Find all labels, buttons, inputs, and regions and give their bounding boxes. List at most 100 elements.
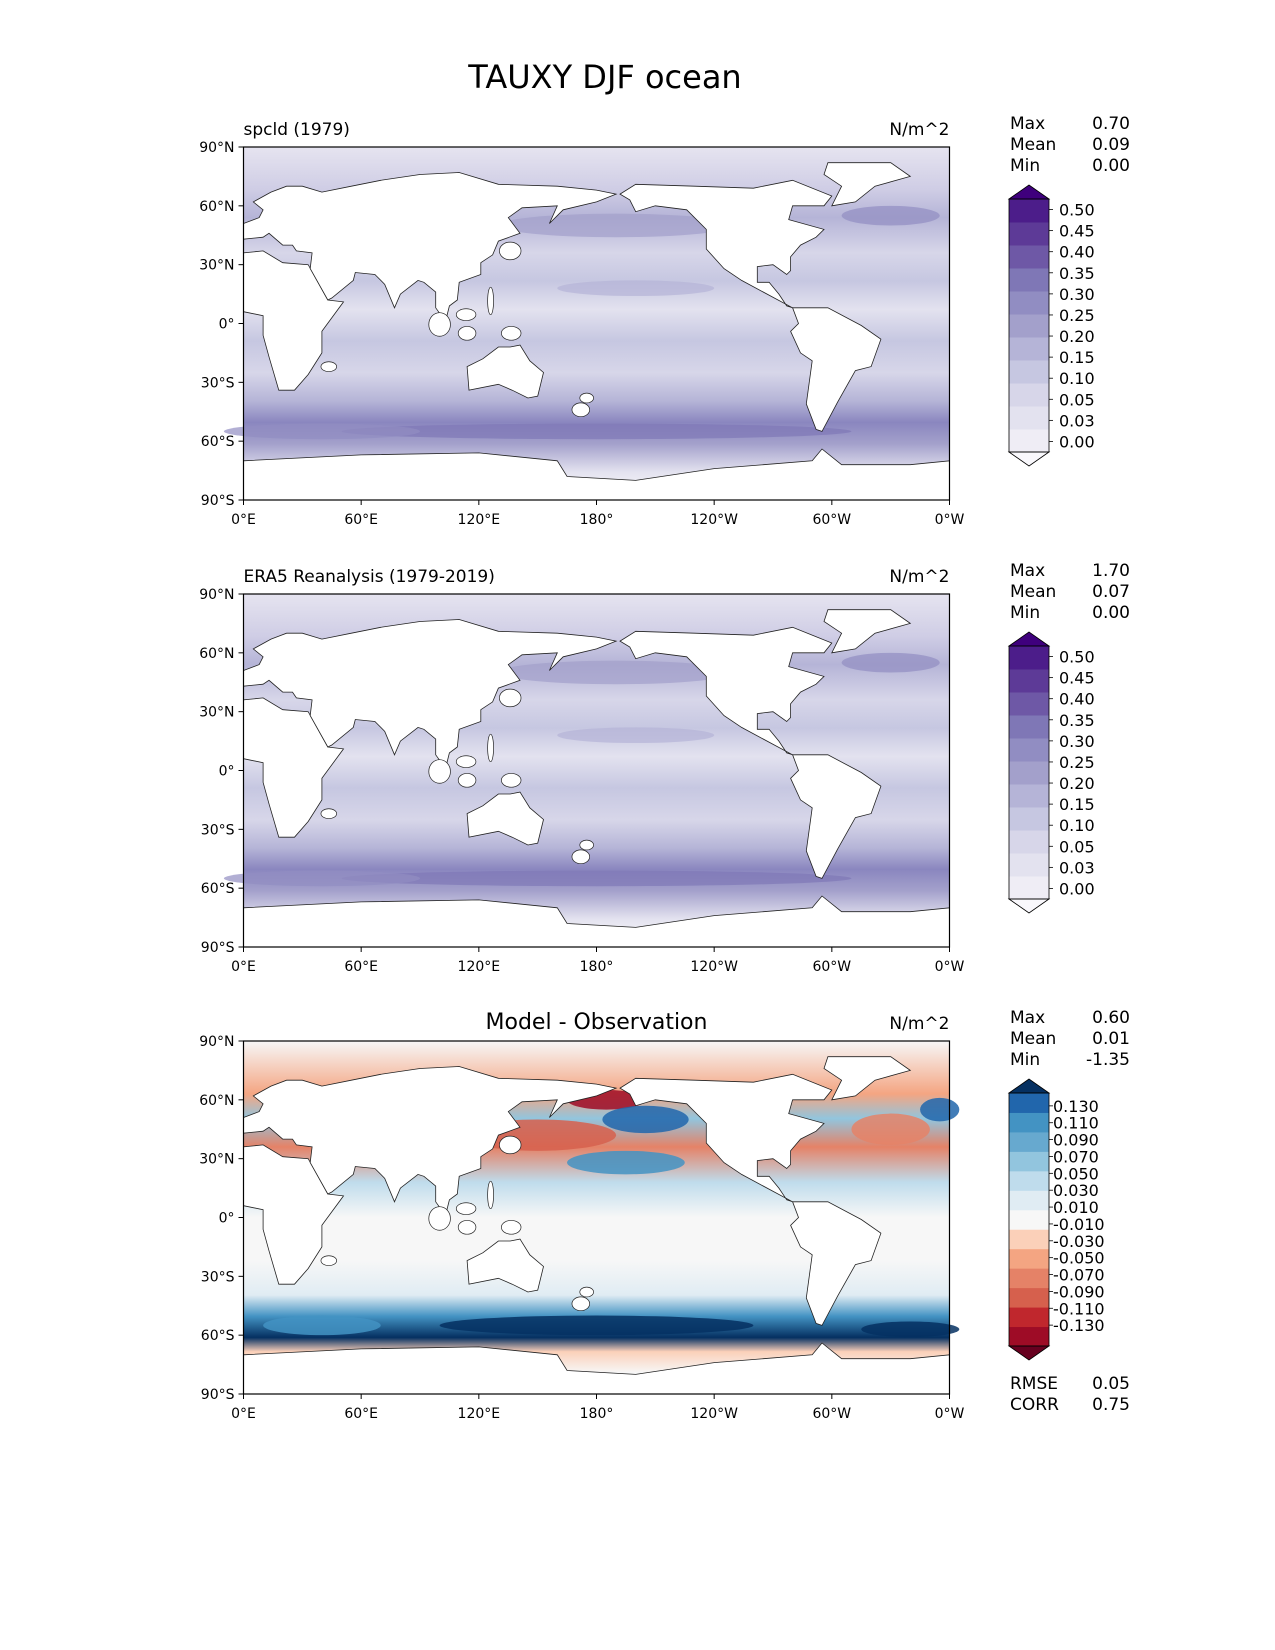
- colorbar-segment: [1009, 1229, 1049, 1250]
- metric-label: RMSE: [1010, 1374, 1058, 1394]
- y-tick-label: 30°S: [201, 375, 235, 391]
- colorbar-label: 0.030: [1053, 1181, 1099, 1200]
- land-mass: [243, 697, 345, 838]
- colorbar-label: 0.15: [1059, 795, 1095, 814]
- island: [579, 1286, 594, 1298]
- island: [457, 773, 477, 788]
- x-tick-label: 60°E: [344, 1406, 378, 1422]
- stat-value: 0.00: [1092, 156, 1130, 176]
- island: [455, 755, 477, 768]
- colorbar-label: 0.25: [1059, 753, 1095, 772]
- y-tick-label: 60°N: [199, 1093, 234, 1109]
- island: [571, 849, 591, 865]
- colorbar-segment: [1009, 291, 1049, 315]
- y-tick-label: 60°S: [201, 881, 235, 897]
- x-tick-label: 180°: [580, 1406, 614, 1422]
- land-mass: [619, 626, 833, 756]
- colorbar-segment: [1009, 245, 1049, 269]
- island: [487, 1180, 494, 1210]
- panel-observation: 0°E 60°E 120°E 180° 120°W 60°W 0°W 90°N 60°N 30°N…: [199, 561, 1130, 975]
- y-tick-label: 90°N: [199, 140, 234, 156]
- colorbar-label: 0.35: [1059, 711, 1095, 730]
- colorbar-segment: [1009, 1307, 1049, 1328]
- colorbar-segment: [1009, 853, 1049, 877]
- anomaly-blob: [861, 1321, 960, 1338]
- colorbar-label: 0.05: [1059, 390, 1095, 409]
- colorbar-label: 0.130: [1053, 1097, 1099, 1116]
- stress-band: [557, 727, 715, 744]
- y-tick-label: 60°S: [201, 434, 235, 450]
- colorbar-segment: [1009, 268, 1049, 292]
- y-tick-label: 0°: [219, 1211, 235, 1227]
- colorbar-segment: [1009, 406, 1049, 430]
- stat-label: Mean: [1010, 1029, 1056, 1049]
- stress-band: [341, 423, 852, 440]
- island: [571, 402, 591, 418]
- land-mass: [243, 172, 618, 323]
- colorbar-label: 0.00: [1059, 879, 1095, 898]
- island: [457, 326, 477, 341]
- land-mass: [619, 1073, 833, 1203]
- island: [487, 733, 494, 763]
- colorbar-segment: [1009, 1190, 1049, 1211]
- stat-value: 0.00: [1092, 603, 1130, 623]
- units-label: N/m^2: [889, 567, 949, 587]
- island: [579, 839, 594, 851]
- anomaly-blob: [263, 1315, 381, 1336]
- colorbar-frame: [1008, 198, 1050, 453]
- island: [579, 392, 594, 404]
- y-tick-label: 90°S: [201, 493, 235, 509]
- colorbar-segment: [1009, 784, 1049, 808]
- colorbar-label: 0.45: [1059, 669, 1095, 688]
- colorbar-label: 0.03: [1059, 858, 1095, 877]
- y-tick-label: 60°S: [201, 1328, 235, 1344]
- colorbar-label: 0.10: [1059, 816, 1095, 835]
- colorbar-segment: [1009, 738, 1049, 762]
- island: [501, 1220, 522, 1235]
- colorbar-extend-min: [1007, 451, 1051, 467]
- island: [428, 1206, 451, 1231]
- stat-label: Min: [1010, 156, 1040, 176]
- colorbar-segment: [1009, 876, 1049, 900]
- x-tick-label: 120°W: [690, 512, 738, 528]
- colorbar-segment: [1009, 807, 1049, 831]
- island: [455, 1202, 477, 1215]
- colorbar-extend-min: [1007, 1345, 1051, 1361]
- colorbar-label: -0.070: [1053, 1266, 1105, 1285]
- colorbar-label: 0.10: [1059, 369, 1095, 388]
- x-tick-label: 0°W: [935, 1406, 965, 1422]
- y-tick-label: 0°: [219, 764, 235, 780]
- panel-difference: 0°E 60°E 120°E 180° 120°W 60°W 0°W 90°N 60°N 30°N…: [199, 1008, 1130, 1422]
- land-mass: [466, 344, 544, 399]
- x-tick-label: 120°E: [458, 959, 501, 975]
- y-tick-label: 90°S: [201, 1387, 235, 1403]
- y-tick-label: 90°S: [201, 940, 235, 956]
- y-tick-label: 30°N: [199, 705, 234, 721]
- stat-value: 1.70: [1092, 561, 1130, 581]
- colorbar-segment: [1009, 1326, 1049, 1347]
- x-tick-label: 120°E: [458, 1406, 501, 1422]
- stat-label: Max: [1010, 114, 1045, 134]
- land-mass: [243, 619, 618, 770]
- colorbar-label: -0.050: [1053, 1249, 1105, 1268]
- colorbar-label: 0.010: [1053, 1198, 1099, 1217]
- colorbar-segment: [1009, 314, 1049, 338]
- colorbar-label: 0.50: [1059, 201, 1095, 220]
- stat-label: Mean: [1010, 582, 1056, 602]
- colorbar-frame: [1008, 1092, 1050, 1347]
- land-mass: [790, 1201, 882, 1326]
- stress-band: [498, 660, 734, 685]
- stress-band: [557, 280, 715, 297]
- x-tick-label: 0°W: [935, 512, 965, 528]
- stat-value: -1.35: [1086, 1050, 1130, 1070]
- y-tick-label: 30°S: [201, 822, 235, 838]
- x-tick-label: 120°W: [690, 959, 738, 975]
- island: [320, 361, 338, 372]
- x-tick-label: 60°W: [812, 1406, 851, 1422]
- colorbar-label: 0.05: [1059, 837, 1095, 856]
- colorbar-segment: [1009, 1268, 1049, 1289]
- colorbar-label: 0.03: [1059, 411, 1095, 430]
- colorbar-segment: [1009, 199, 1049, 223]
- stress-band: [223, 423, 420, 440]
